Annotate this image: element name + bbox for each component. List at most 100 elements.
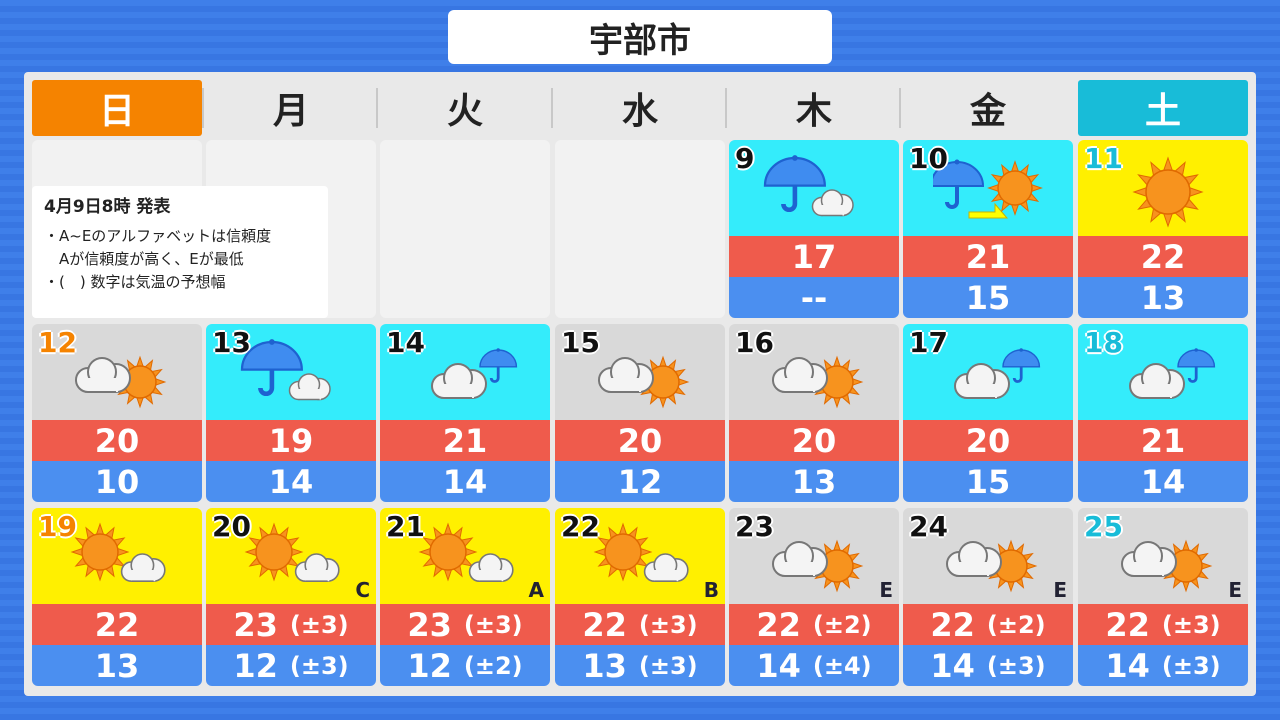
low-temp: 14 (±3) <box>1078 645 1248 686</box>
weather-area: 20 C <box>206 508 376 604</box>
high-range: (±3) <box>638 610 698 639</box>
low-value: 13 <box>1140 278 1186 317</box>
low-temp: 14 (±3) <box>903 645 1073 686</box>
umbrella-icon <box>1002 348 1041 383</box>
day-number: 17 <box>909 326 948 359</box>
cloud-icon <box>288 373 331 401</box>
weather-cloud-sun-icon <box>933 518 1053 602</box>
weather-area: 10 <box>903 140 1073 236</box>
cloud-icon <box>1121 541 1177 577</box>
low-value: 14 <box>442 462 488 501</box>
weather-area: 18 <box>1078 324 1248 420</box>
sun-icon <box>244 522 304 582</box>
weather-rain-then-sun-icon <box>929 150 1053 234</box>
low-value: 13 <box>582 646 627 685</box>
confidence-rank: A <box>528 578 544 602</box>
cloud-icon <box>772 357 828 393</box>
weather-area: 21 A <box>380 508 550 604</box>
empty-day-cell <box>555 140 725 318</box>
weekday-header: 月 <box>272 91 309 132</box>
high-value: 23 <box>233 605 278 644</box>
day-cell: 9 17 -- <box>729 140 899 318</box>
cloud-icon <box>643 553 689 583</box>
low-range: (±3) <box>1161 651 1221 680</box>
cloud-icon <box>294 553 340 583</box>
low-range: (±3) <box>638 651 698 680</box>
day-cell: 11 22 13 <box>1078 140 1248 318</box>
note-line: ・A~Eのアルファベットは信頼度 <box>44 227 272 245</box>
low-temp: 13 <box>729 461 899 502</box>
low-value: -- <box>800 278 828 317</box>
day-number: 10 <box>909 142 948 175</box>
weekday-header: 日 <box>32 80 202 136</box>
low-value: 14 <box>930 646 975 685</box>
low-temp: 14 <box>206 461 376 502</box>
high-temp: 17 <box>729 236 899 277</box>
low-temp: 10 <box>32 461 202 502</box>
day-number: 25 <box>1084 510 1123 543</box>
weather-sun-icon <box>1108 150 1228 234</box>
umbrella-icon <box>763 155 826 213</box>
sun-icon <box>1132 156 1204 228</box>
day-number: 22 <box>561 510 600 543</box>
transition-arrow-icon <box>968 202 1009 219</box>
cloud-icon <box>954 363 1010 399</box>
divider <box>899 88 901 128</box>
high-temp: 22 (±3) <box>1078 604 1248 645</box>
cloud-icon <box>598 357 654 393</box>
day-number: 13 <box>212 326 251 359</box>
day-number: 20 <box>212 510 251 543</box>
confidence-rank: B <box>703 578 719 602</box>
low-temp: 13 (±3) <box>555 645 725 686</box>
day-cell: 22 B 22 (±3) 13 (±3) <box>555 508 725 686</box>
umbrella-icon <box>240 339 303 397</box>
cloud-icon <box>431 363 487 399</box>
sun-icon <box>70 522 130 582</box>
low-value: 14 <box>268 462 314 501</box>
high-temp: 19 <box>206 420 376 461</box>
umbrella-icon <box>929 159 985 209</box>
divider <box>725 88 727 128</box>
weather-rain-cloud-icon <box>236 334 356 418</box>
high-value: 20 <box>94 421 140 460</box>
divider <box>202 88 204 128</box>
weather-area: 12 <box>32 324 202 420</box>
low-value: 12 <box>233 646 278 685</box>
day-number: 9 <box>735 142 755 175</box>
high-range: (±2) <box>986 610 1046 639</box>
weather-sun-cloud-icon <box>585 518 705 602</box>
weekday-header: 土 <box>1078 80 1248 136</box>
low-value: 14 <box>1140 462 1186 501</box>
day-cell: 23 E 22 (±2) 14 (±4) <box>729 508 899 686</box>
sun-icon <box>810 539 864 593</box>
weather-area: 11 <box>1078 140 1248 236</box>
high-range: (±2) <box>812 610 872 639</box>
high-value: 21 <box>442 421 488 460</box>
weather-area: 13 <box>206 324 376 420</box>
sun-icon <box>418 522 478 582</box>
weather-area: 15 <box>555 324 725 420</box>
day-number: 24 <box>909 510 948 543</box>
low-value: 14 <box>756 646 801 685</box>
high-value: 22 <box>1105 605 1150 644</box>
low-value: 15 <box>965 278 1011 317</box>
umbrella-icon <box>479 348 518 383</box>
high-temp: 20 <box>32 420 202 461</box>
high-temp: 23 (±3) <box>206 604 376 645</box>
weather-sun-cloud-icon <box>236 518 356 602</box>
high-value: 21 <box>1140 421 1186 460</box>
confidence-rank: E <box>879 578 893 602</box>
low-value: 12 <box>617 462 663 501</box>
cloud-icon <box>811 189 854 217</box>
low-temp: 14 (±4) <box>729 645 899 686</box>
high-temp: 21 <box>1078 420 1248 461</box>
weekly-forecast-panel: 4月9日8時 発表 ・A~Eのアルファベットは信頼度 Aが信頼度が高く、Eが最低… <box>24 72 1256 696</box>
low-temp: 15 <box>903 277 1073 318</box>
day-cell: 19 22 13 <box>32 508 202 686</box>
day-cell: 14 21 14 <box>380 324 550 502</box>
weather-area: 23 E <box>729 508 899 604</box>
weather-cloud-sun-icon <box>62 334 182 418</box>
city-title: 宇部市 <box>448 10 832 64</box>
sun-icon <box>593 522 653 582</box>
high-value: 19 <box>268 421 314 460</box>
